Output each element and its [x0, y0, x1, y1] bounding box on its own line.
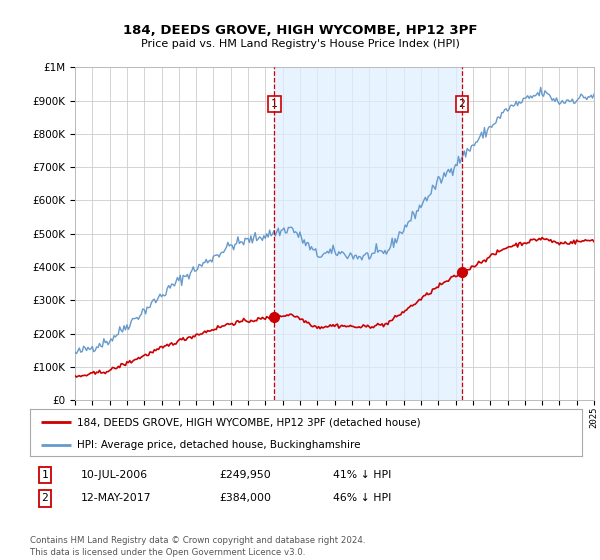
Text: HPI: Average price, detached house, Buckinghamshire: HPI: Average price, detached house, Buck… [77, 440, 361, 450]
Text: 2: 2 [458, 99, 465, 109]
Text: £249,950: £249,950 [219, 470, 271, 480]
Text: 41% ↓ HPI: 41% ↓ HPI [333, 470, 391, 480]
Text: £384,000: £384,000 [219, 493, 271, 503]
Text: 1: 1 [271, 99, 278, 109]
Text: Price paid vs. HM Land Registry's House Price Index (HPI): Price paid vs. HM Land Registry's House … [140, 39, 460, 49]
Text: 184, DEEDS GROVE, HIGH WYCOMBE, HP12 3PF (detached house): 184, DEEDS GROVE, HIGH WYCOMBE, HP12 3PF… [77, 417, 421, 427]
Bar [274, 67, 462, 400]
Text: 46% ↓ HPI: 46% ↓ HPI [333, 493, 391, 503]
Text: 12-MAY-2017: 12-MAY-2017 [81, 493, 151, 503]
Text: 10-JUL-2006: 10-JUL-2006 [81, 470, 148, 480]
Text: 2: 2 [41, 493, 49, 503]
Text: 184, DEEDS GROVE, HIGH WYCOMBE, HP12 3PF: 184, DEEDS GROVE, HIGH WYCOMBE, HP12 3PF [123, 24, 477, 36]
Text: Contains HM Land Registry data © Crown copyright and database right 2024.
This d: Contains HM Land Registry data © Crown c… [30, 536, 365, 557]
Text: 1: 1 [41, 470, 49, 480]
